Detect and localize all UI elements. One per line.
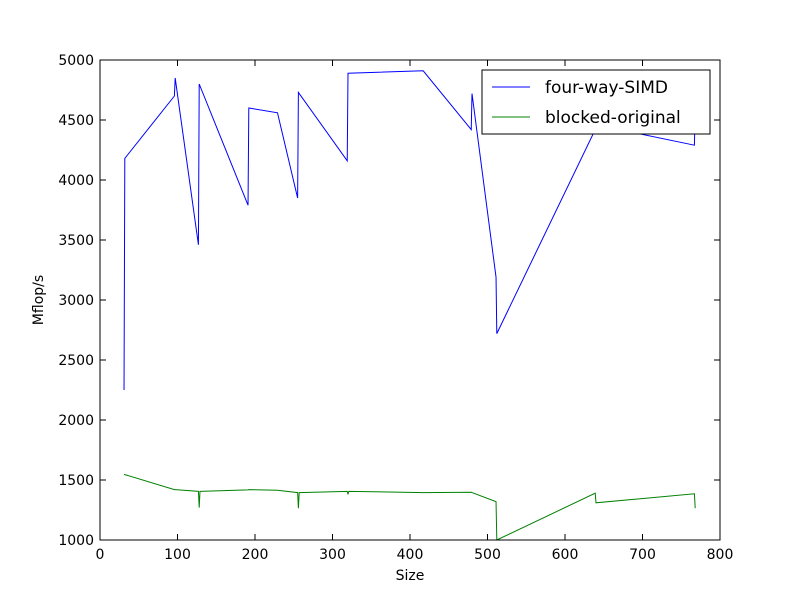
data-point xyxy=(124,390,125,391)
data-point xyxy=(348,491,349,492)
data-point xyxy=(347,491,348,492)
x-tick-label: 600 xyxy=(552,547,579,563)
data-point xyxy=(198,244,199,245)
x-tick-label: 300 xyxy=(319,547,346,563)
data-point xyxy=(472,93,473,94)
data-point xyxy=(175,78,176,79)
data-point xyxy=(496,333,497,334)
data-point xyxy=(248,489,249,490)
legend-entry-blocked-original: blocked-original xyxy=(545,108,681,128)
legend-entry-four-way-SIMD: four-way-SIMD xyxy=(545,78,668,98)
data-point xyxy=(298,92,299,93)
data-point xyxy=(472,492,473,493)
data-point xyxy=(347,160,348,161)
x-tick-label: 100 xyxy=(164,547,191,563)
x-tick-label: 400 xyxy=(397,547,424,563)
y-tick-label: 4500 xyxy=(58,113,94,129)
data-point xyxy=(423,492,424,493)
data-point xyxy=(423,70,424,71)
data-point xyxy=(124,474,125,475)
data-point xyxy=(199,84,200,85)
y-tick-label: 3000 xyxy=(58,293,94,309)
series-line-blocked-original xyxy=(124,474,696,540)
data-point xyxy=(496,277,497,278)
data-point xyxy=(297,492,298,493)
data-point xyxy=(199,491,200,492)
data-point xyxy=(471,129,472,130)
data-point xyxy=(695,508,696,509)
data-point xyxy=(694,493,695,494)
x-tick-label: 500 xyxy=(474,547,501,563)
y-tick-label: 2500 xyxy=(58,353,94,369)
y-tick-label: 5000 xyxy=(58,53,94,69)
legend-box xyxy=(481,69,711,135)
plot-area xyxy=(100,60,720,540)
data-point xyxy=(277,112,278,113)
legend: four-way-SIMD blocked-original xyxy=(481,69,711,135)
x-axis-label: Size xyxy=(396,568,425,584)
y-axis-label: Mflop/s xyxy=(31,275,47,325)
data-point xyxy=(199,507,200,508)
data-point xyxy=(174,96,175,97)
data-point xyxy=(496,501,497,502)
data-point xyxy=(124,158,125,159)
tick-layer: 0 100 200 300 400 500 600 700 800 1000 1500 2000 250… xyxy=(58,53,733,563)
data-point xyxy=(277,490,278,491)
data-point xyxy=(694,145,695,146)
y-tick-label: 1000 xyxy=(58,533,94,549)
series-layer xyxy=(123,70,696,540)
data-point xyxy=(198,491,199,492)
x-tick-label: 700 xyxy=(629,547,656,563)
series-line-four-way-SIMD xyxy=(123,70,696,391)
data-point xyxy=(595,493,596,494)
y-tick-label: 4000 xyxy=(58,173,94,189)
data-point xyxy=(299,492,300,493)
data-point xyxy=(297,198,298,199)
data-point xyxy=(596,502,597,503)
data-point xyxy=(248,205,249,206)
data-point xyxy=(248,108,249,109)
data-point xyxy=(298,508,299,509)
x-tick-label: 0 xyxy=(96,547,105,563)
y-tick-label: 3500 xyxy=(58,233,94,249)
x-tick-label: 200 xyxy=(242,547,269,563)
data-point xyxy=(348,494,349,495)
data-point xyxy=(348,73,349,74)
x-tick-label: 800 xyxy=(707,547,734,563)
y-tick-label: 1500 xyxy=(58,473,94,489)
data-point xyxy=(175,489,176,490)
y-tick-label: 2000 xyxy=(58,413,94,429)
